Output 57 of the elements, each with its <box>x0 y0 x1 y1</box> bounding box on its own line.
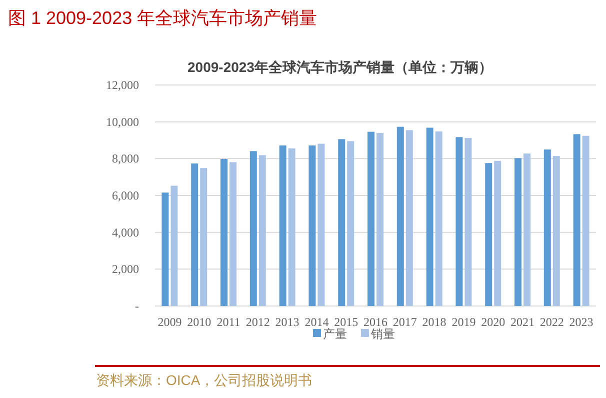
bar <box>435 131 442 306</box>
legend-label: 产量 <box>323 327 347 341</box>
x-tick-label: 2016 <box>364 315 388 329</box>
y-tick-label: - <box>135 299 139 313</box>
bar <box>220 159 228 306</box>
bar <box>573 134 580 306</box>
text: 资料来源：OICA，公司招股说明书 <box>96 372 312 388</box>
y-tick-label: 8,000 <box>112 152 139 166</box>
bar <box>258 155 266 306</box>
bar <box>288 148 296 306</box>
x-tick-label: 2013 <box>275 315 300 329</box>
bar <box>250 151 257 306</box>
bar <box>338 139 346 306</box>
x-tick-label: 2018 <box>422 315 446 329</box>
bar <box>368 132 374 306</box>
bar <box>406 130 413 306</box>
x-tick-label: 2015 <box>334 315 358 329</box>
bar <box>396 126 404 306</box>
bar <box>514 158 522 306</box>
x-tick-label: 2014 <box>304 315 329 329</box>
y-tick-label: 6,000 <box>112 188 139 202</box>
bar <box>170 186 178 306</box>
x-tick-label: 2017 <box>392 315 417 329</box>
bar <box>524 154 530 306</box>
y-tick-label: 12,000 <box>106 78 139 92</box>
x-tick-label: 2022 <box>540 315 564 329</box>
bar <box>552 156 560 306</box>
y-tick-label: 2,000 <box>112 262 139 276</box>
legend-label: 销量 <box>370 327 395 341</box>
bar <box>582 136 590 306</box>
bar <box>544 149 551 306</box>
x-tick-label: 2009 <box>158 315 182 329</box>
bar <box>426 128 434 306</box>
y-tick-label: 4,000 <box>112 225 139 240</box>
bar <box>318 144 325 306</box>
x-tick-label: 2012 <box>246 315 270 329</box>
bar <box>162 192 169 306</box>
bar <box>279 145 286 306</box>
x-tick-label: 2019 <box>452 315 476 329</box>
x-tick-label: 2011 <box>216 315 240 329</box>
bar <box>464 138 472 306</box>
x-tick-label: 2010 <box>187 315 212 329</box>
x-tick-label: 2021 <box>510 315 534 329</box>
bar <box>494 160 502 306</box>
bar <box>347 141 354 306</box>
y-tick-label: 10,000 <box>106 114 139 129</box>
bar <box>456 137 463 306</box>
bar <box>200 168 208 306</box>
x-tick-label: 2020 <box>481 315 506 329</box>
chart-subtitle: 2009-2023年全球汽车市场产销量（单位：万辆） <box>188 59 492 75</box>
bar <box>230 162 236 306</box>
x-tick-label: 2023 <box>569 315 594 329</box>
bar <box>485 163 492 306</box>
bar <box>376 133 384 306</box>
chart-title: 图 1 2009-2023 年全球汽车市场产销量 <box>8 8 318 28</box>
bar <box>191 163 198 306</box>
bar <box>308 145 316 306</box>
